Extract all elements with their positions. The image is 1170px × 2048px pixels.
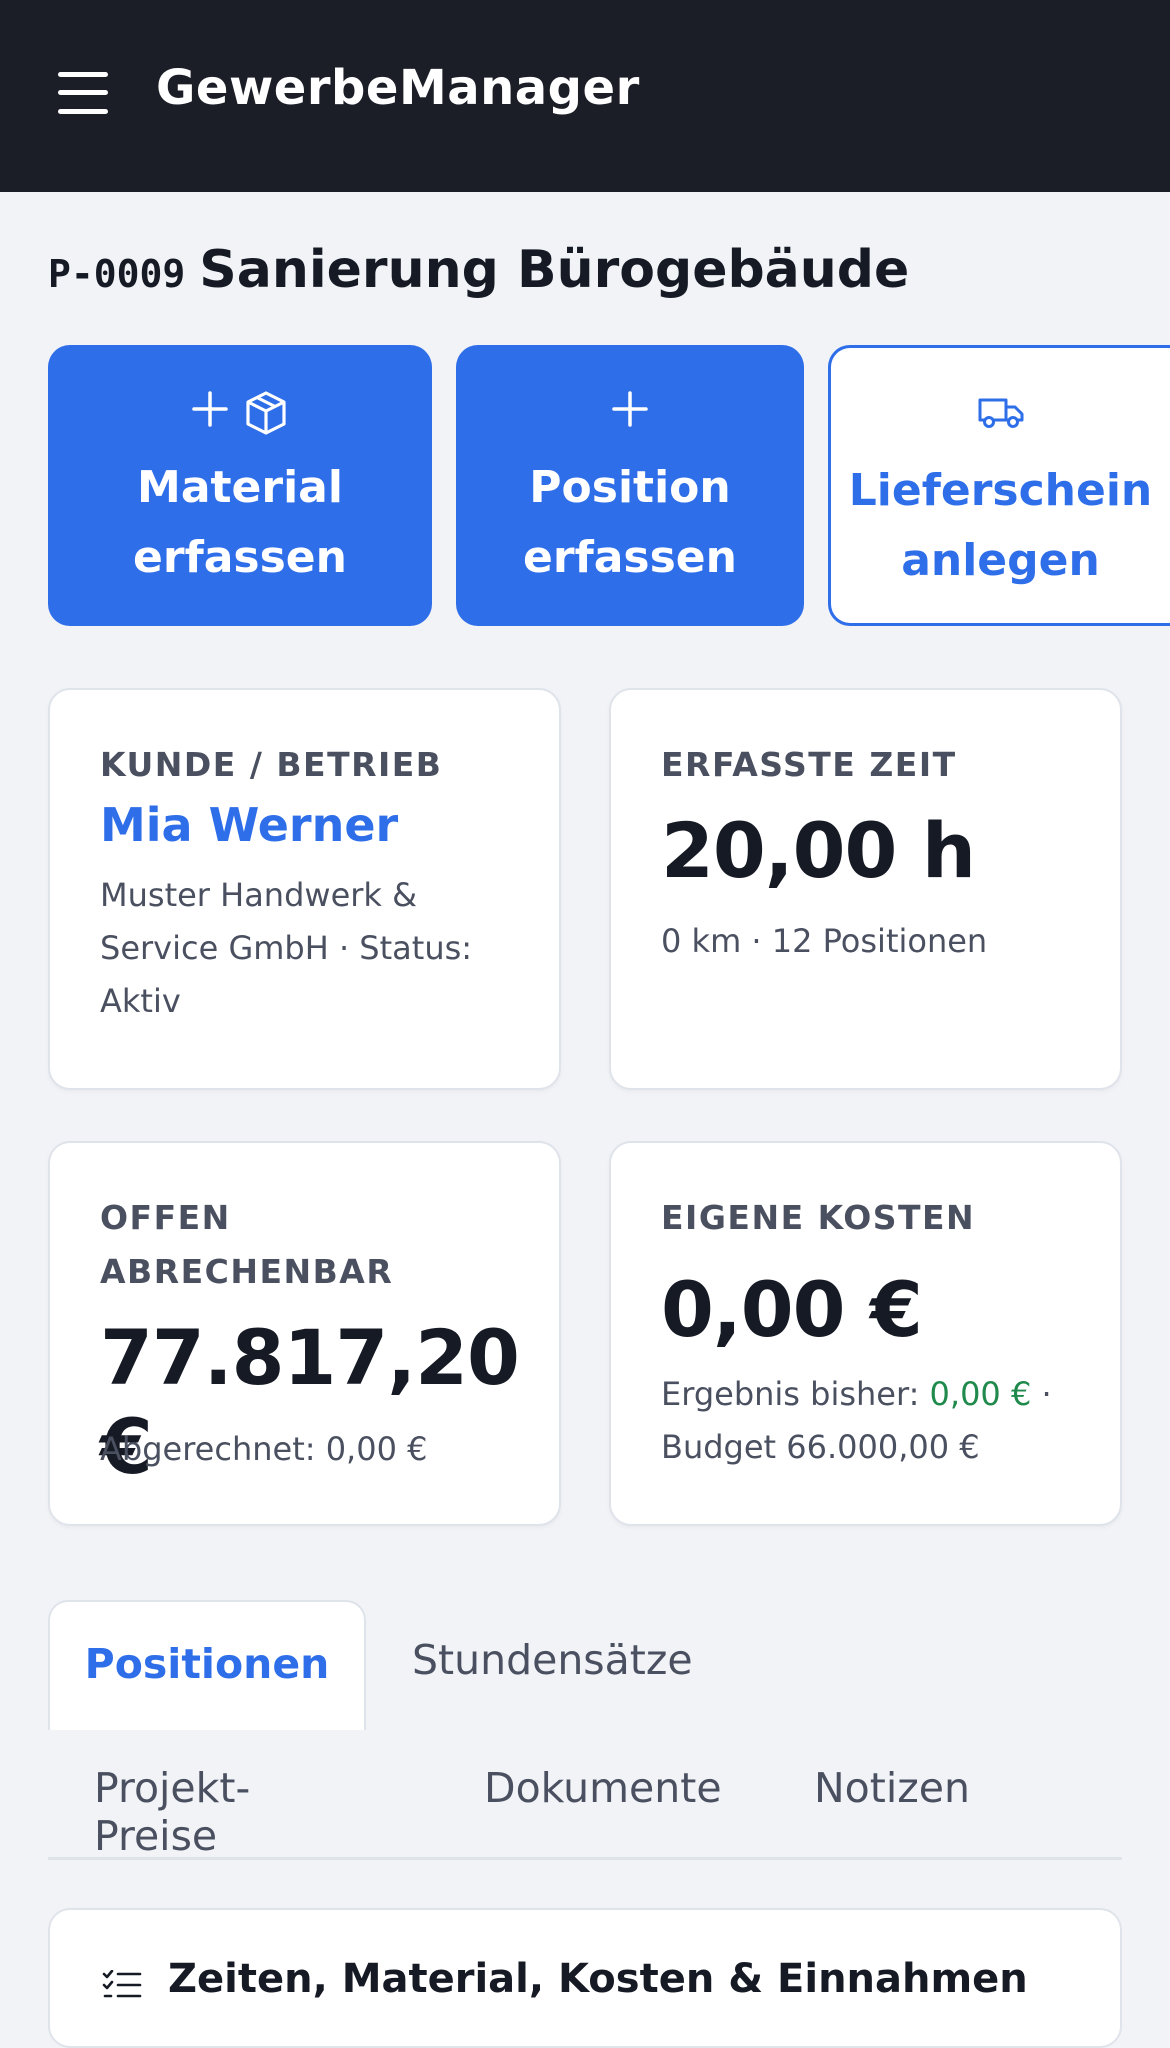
tab-dokumente[interactable]: Dokumente <box>484 1764 722 1812</box>
app-title: GewerbeManager <box>156 60 640 116</box>
customer-detail-line3: Aktiv <box>100 982 181 1020</box>
create-delivery-note-label-line2: anlegen <box>901 535 1100 586</box>
result-label: Ergebnis bisher: <box>661 1375 930 1413</box>
tab-positionen[interactable]: Positionen <box>48 1600 366 1730</box>
billed-amount-text: Abgerechnet: 0,00 € <box>100 1430 428 1468</box>
add-material-label-line2: erfassen <box>133 532 347 583</box>
time-card: ERFASSTE ZEIT 20,00 h 0 km · 12 Position… <box>609 688 1122 1090</box>
customer-detail-line1: Muster Handwerk & <box>100 876 418 914</box>
open-billable-value: 77.817,20 € <box>100 1313 520 1491</box>
tab-stundensaetze[interactable]: Stundensätze <box>412 1636 693 1684</box>
project-heading: P-0009 Sanierung Bürogebäude <box>48 240 909 310</box>
open-billable-card: OFFEN ABRECHENBAR 77.817,20 € Abgerechne… <box>48 1141 561 1526</box>
entries-section-card: Zeiten, Material, Kosten & Einnahmen <box>48 1908 1122 2048</box>
result-value: 0,00 € <box>929 1375 1032 1413</box>
result-separator: · <box>1031 1375 1052 1413</box>
customer-card: KUNDE / BETRIEB Mia Werner Muster Handwe… <box>48 688 561 1090</box>
box-icon <box>246 391 286 435</box>
entries-section-title: Zeiten, Material, Kosten & Einnahmen <box>168 1956 1028 2002</box>
add-material-label-line1: Material <box>137 462 343 513</box>
project-code: P-0009 <box>48 252 186 296</box>
own-costs-label: EIGENE KOSTEN <box>661 1198 976 1237</box>
add-position-label-line2: erfassen <box>523 532 737 583</box>
truck-icon <box>978 398 1023 428</box>
plus-icon <box>192 391 228 427</box>
create-delivery-note-label-line1: Lieferschein <box>848 465 1153 516</box>
own-costs-value: 0,00 € <box>661 1265 923 1354</box>
hamburger-menu-icon[interactable] <box>56 70 112 116</box>
time-card-sub: 0 km · 12 Positionen <box>661 922 988 960</box>
time-card-value: 20,00 h <box>661 806 976 895</box>
top-app-bar: GewerbeManager <box>0 0 1170 192</box>
tab-projekt-preise[interactable]: Projekt-Preise <box>94 1764 251 1860</box>
customer-card-label: KUNDE / BETRIEB <box>100 745 443 784</box>
list-checks-icon <box>102 1970 142 1998</box>
plus-icon <box>612 391 648 427</box>
budget-text: Budget 66.000,00 € <box>661 1428 980 1466</box>
result-so-far-line: Ergebnis bisher: 0,00 € · <box>661 1367 1052 1421</box>
own-costs-card: EIGENE KOSTEN 0,00 € Ergebnis bisher: 0,… <box>609 1141 1122 1526</box>
customer-name-link[interactable]: Mia Werner <box>100 798 399 852</box>
customer-detail-line2: Service GmbH · Status: <box>100 929 473 967</box>
tabs-divider <box>48 1857 1122 1860</box>
tab-notizen[interactable]: Notizen <box>814 1764 970 1812</box>
open-billable-label-line2: ABRECHENBAR <box>100 1252 394 1291</box>
add-position-button[interactable]: Position erfassen <box>456 345 804 626</box>
open-billable-label: OFFEN ABRECHENBAR <box>100 1191 393 1299</box>
add-position-label-line1: Position <box>529 462 731 513</box>
project-name: Sanierung Bürogebäude <box>199 240 910 300</box>
open-billable-label-line1: OFFEN <box>100 1198 231 1237</box>
create-delivery-note-button[interactable]: Lieferschein anlegen <box>828 345 1170 626</box>
time-card-label: ERFASSTE ZEIT <box>661 745 957 784</box>
add-material-button[interactable]: Material erfassen <box>48 345 432 626</box>
